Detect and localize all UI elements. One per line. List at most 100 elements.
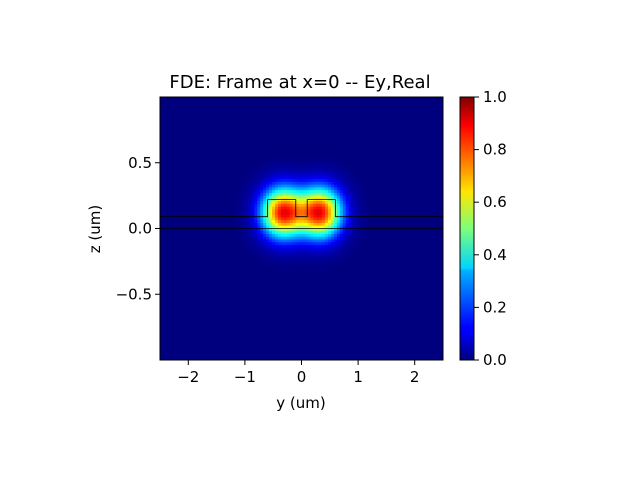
heatmap-cell xyxy=(325,225,329,230)
heatmap-cell xyxy=(310,244,314,249)
heatmap-cell xyxy=(274,198,279,202)
heatmap-cell xyxy=(269,264,273,268)
heatmap-cell xyxy=(316,266,320,271)
heatmap-cell xyxy=(330,168,335,172)
heatmap-cell xyxy=(289,181,294,186)
heatmap-cell xyxy=(283,173,288,178)
heatmap-cell xyxy=(351,233,356,238)
heatmap-cell xyxy=(245,192,250,197)
heatmap-cell xyxy=(304,264,308,268)
heatmap-cell xyxy=(322,173,326,178)
heatmap-cell xyxy=(263,165,267,169)
heatmap-cell xyxy=(295,173,300,178)
heatmap-cell xyxy=(333,261,338,265)
heatmap-cell xyxy=(339,179,344,183)
heatmap-cell xyxy=(322,190,326,194)
heatmap-cell xyxy=(328,261,332,265)
heatmap-cell xyxy=(298,236,303,241)
heatmap-cell xyxy=(313,209,317,213)
heatmap-cell xyxy=(254,223,258,227)
heatmap-cell xyxy=(330,261,335,265)
heatmap-cell xyxy=(286,242,291,246)
heatmap-cell xyxy=(345,220,350,224)
heatmap-cell xyxy=(274,255,279,260)
heatmap-cell xyxy=(322,217,326,221)
heatmap-cell xyxy=(254,203,258,208)
heatmap-cell xyxy=(292,247,297,252)
heatmap-cell xyxy=(322,176,326,180)
heatmap-cell xyxy=(239,206,244,210)
heatmap-cell xyxy=(316,170,320,175)
heatmap-cell xyxy=(333,247,338,252)
heatmap-cell xyxy=(339,233,344,238)
heatmap-cell xyxy=(330,236,335,241)
heatmap-cell xyxy=(304,181,308,186)
heatmap-cell xyxy=(330,244,335,249)
heatmap-cell xyxy=(289,187,294,191)
heatmap-cell xyxy=(289,250,294,254)
heatmap-cell xyxy=(357,179,362,183)
heatmap-cell xyxy=(277,255,282,260)
heatmap-cell xyxy=(277,220,282,224)
heatmap-cell xyxy=(283,225,288,230)
heatmap-cell xyxy=(254,220,258,224)
heatmap-cell xyxy=(351,220,356,224)
heatmap-cell xyxy=(354,236,359,241)
heatmap-cell xyxy=(319,253,323,257)
heatmap-cell xyxy=(348,190,353,194)
heatmap-cell xyxy=(277,242,282,246)
heatmap-cell xyxy=(322,209,326,213)
heatmap-cell xyxy=(277,212,282,216)
heatmap-cell xyxy=(274,184,279,189)
heatmap-cell xyxy=(283,190,288,194)
heatmap-cell xyxy=(280,181,285,186)
heatmap-cell xyxy=(269,250,273,254)
heatmap-cell xyxy=(307,209,311,213)
heatmap-cell xyxy=(328,176,332,180)
heatmap-cell xyxy=(313,165,317,169)
heatmap-cell xyxy=(316,179,320,183)
heatmap-cell xyxy=(254,250,258,254)
heatmap-cell xyxy=(333,239,338,243)
heatmap-cell xyxy=(257,198,261,202)
heatmap-cell xyxy=(245,184,250,189)
heatmap-cell xyxy=(248,176,252,180)
heatmap-cell xyxy=(277,266,282,271)
heatmap-cell xyxy=(316,258,320,262)
heatmap-cell xyxy=(366,212,370,216)
heatmap-cell xyxy=(322,236,326,241)
heatmap-cell xyxy=(304,220,308,224)
heatmap-cell xyxy=(307,239,311,243)
heatmap-cell xyxy=(251,236,255,241)
heatmap-cell xyxy=(280,250,285,254)
heatmap-cell xyxy=(254,253,258,257)
heatmap-cell xyxy=(330,212,335,216)
heatmap-cell xyxy=(260,184,264,189)
heatmap-cell xyxy=(325,214,329,219)
heatmap-cell xyxy=(274,242,279,246)
heatmap-cell xyxy=(263,212,267,216)
heatmap-cell xyxy=(304,203,308,208)
heatmap-cell xyxy=(336,198,341,202)
heatmap-cell xyxy=(325,223,329,227)
heatmap-cell xyxy=(348,176,353,180)
heatmap-cell xyxy=(339,203,344,208)
heatmap-cell xyxy=(319,250,323,254)
heatmap-cell xyxy=(295,247,300,252)
heatmap-cell xyxy=(313,157,317,161)
heatmap-cell xyxy=(313,168,317,172)
heatmap-cell xyxy=(313,214,317,219)
heatmap-cell xyxy=(301,192,306,197)
heatmap-cell xyxy=(254,181,258,186)
heatmap-cell xyxy=(342,179,347,183)
heatmap-cell xyxy=(339,206,344,210)
heatmap-cell xyxy=(342,236,347,241)
heatmap-cell xyxy=(280,195,285,199)
heatmap-cell xyxy=(280,192,285,197)
heatmap-cell xyxy=(345,255,350,260)
heatmap-cell xyxy=(266,236,270,241)
heatmap-cell xyxy=(298,242,303,246)
heatmap-cell xyxy=(339,209,344,213)
heatmap-cell xyxy=(348,236,353,241)
heatmap-cell xyxy=(245,198,250,202)
